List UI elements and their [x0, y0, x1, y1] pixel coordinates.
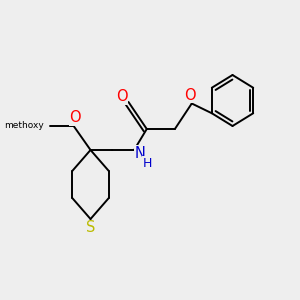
Text: methoxy: methoxy: [4, 122, 44, 130]
Text: H: H: [143, 157, 152, 170]
Text: S: S: [86, 220, 95, 236]
Text: O: O: [69, 110, 81, 125]
Text: O: O: [116, 89, 127, 104]
Text: N: N: [134, 146, 145, 161]
Text: O: O: [184, 88, 196, 103]
